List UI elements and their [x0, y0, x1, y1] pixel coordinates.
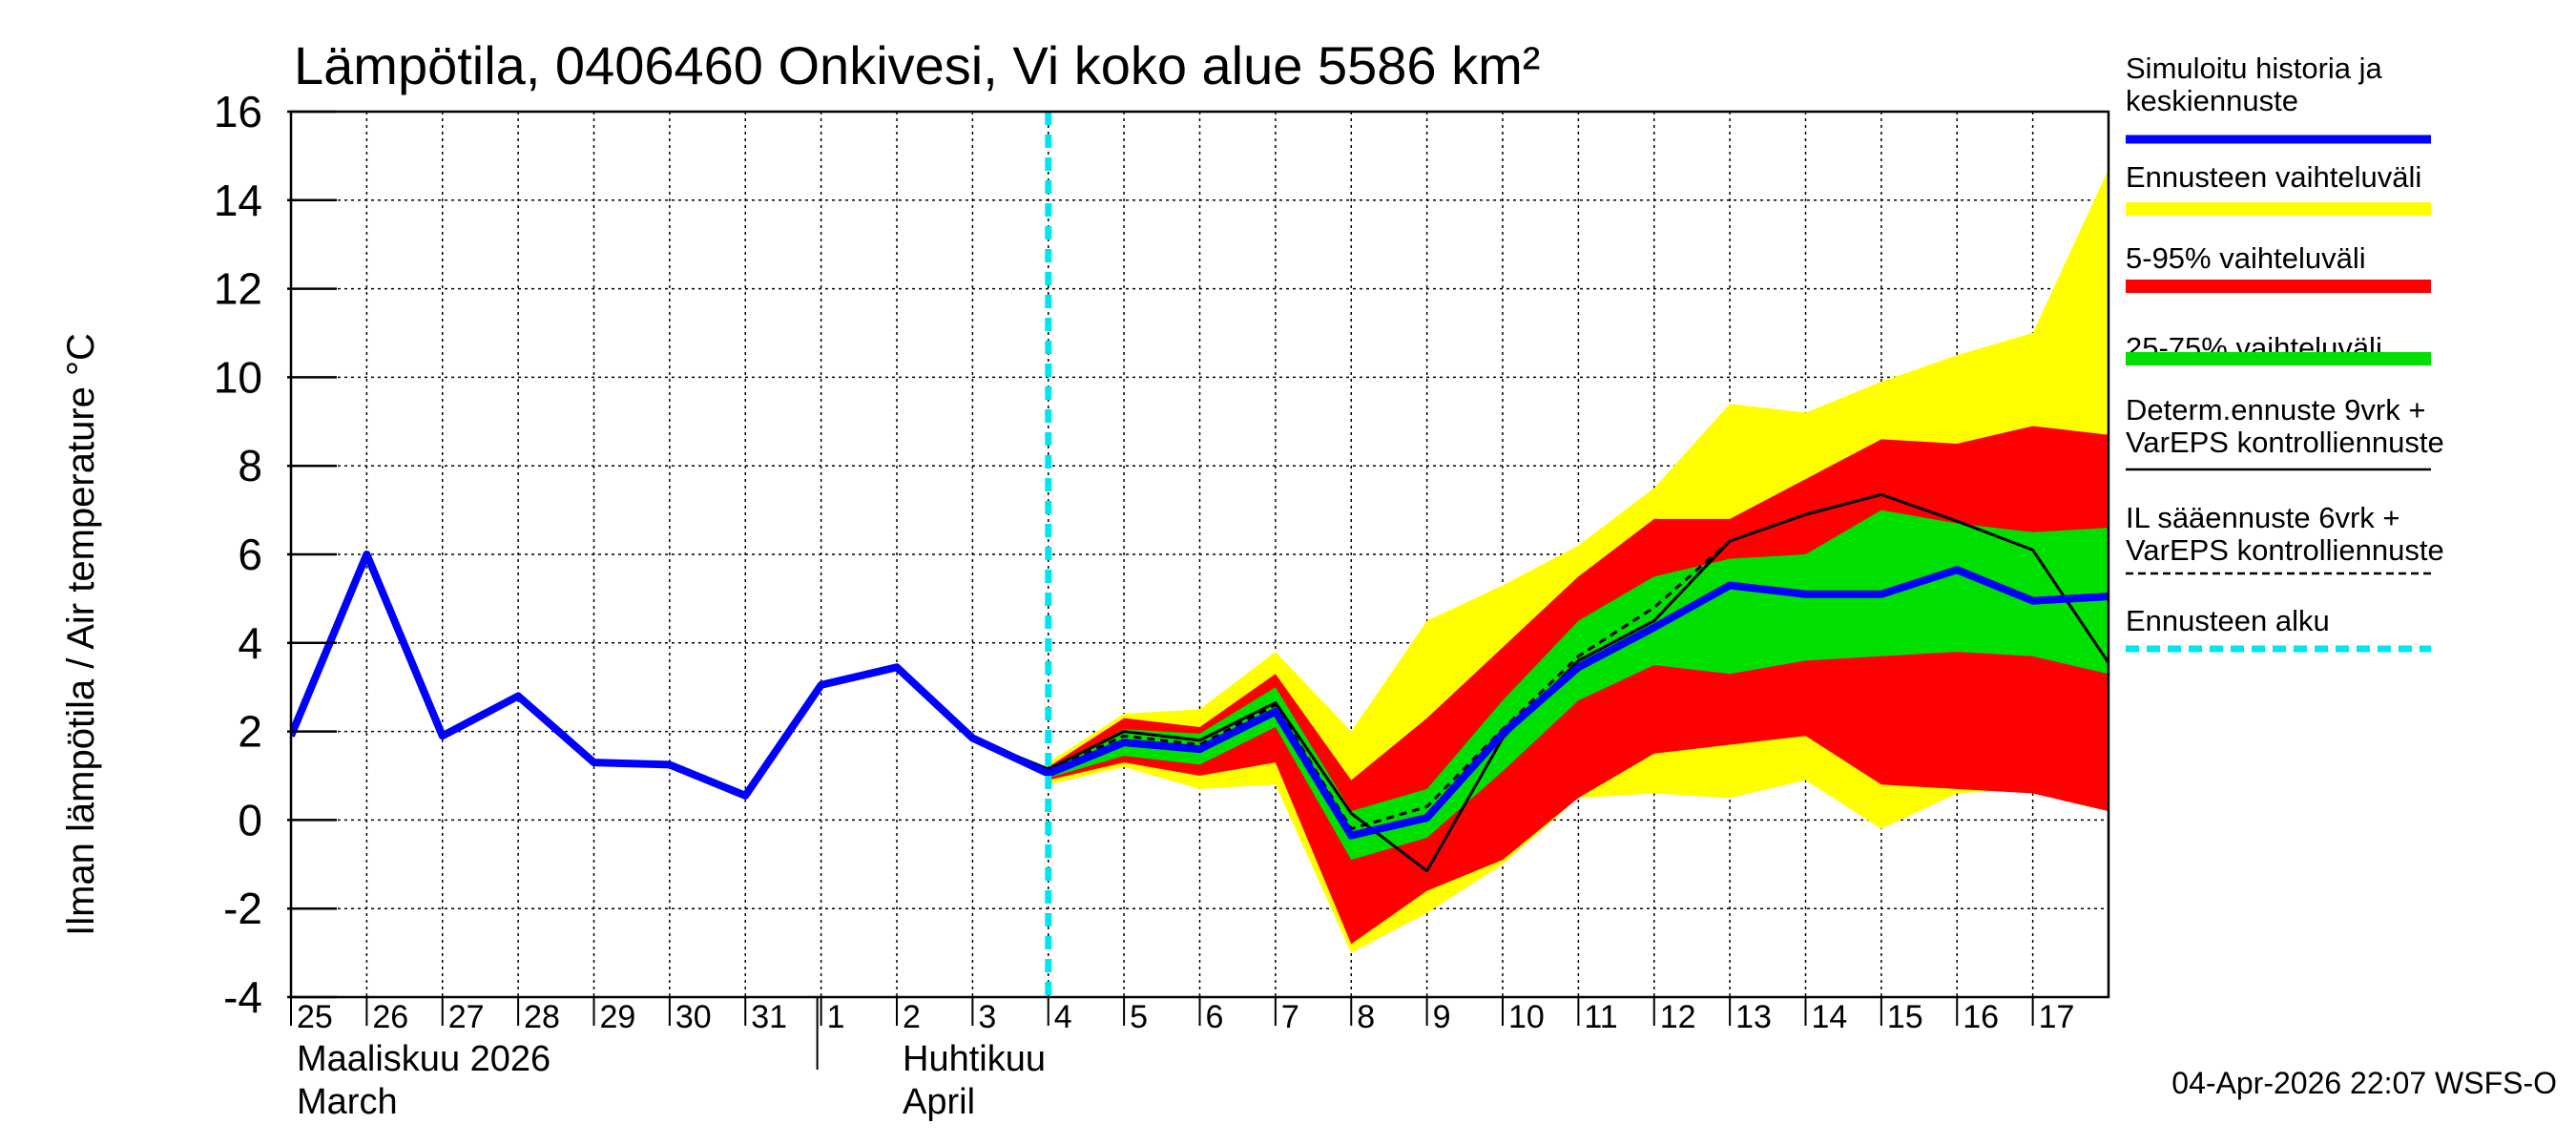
month-label: Maaliskuu 2026 [297, 1039, 551, 1079]
x-tick-label: 17 [2039, 999, 2075, 1035]
y-tick-label: 14 [214, 176, 262, 225]
month-label-en: March [297, 1082, 398, 1122]
y-tick-label: -2 [223, 884, 262, 933]
legend-label: 5-95% vaihteluväli [2126, 241, 2366, 275]
legend-label: IL sääennuste 6vrk + [2126, 501, 2400, 534]
x-tick-label: 3 [978, 999, 996, 1035]
y-tick-label: 4 [238, 618, 262, 668]
legend-label: Determ.ennuste 9vrk + [2126, 393, 2425, 427]
x-tick-label: 26 [372, 999, 408, 1035]
il-forecast-line [1048, 539, 1732, 831]
x-tick-label: 28 [524, 999, 560, 1035]
x-tick-label: 9 [1433, 999, 1451, 1035]
y-tick-label: 6 [238, 530, 262, 579]
legend-label: VarEPS kontrolliennuste [2126, 426, 2444, 459]
x-tick-label: 8 [1357, 999, 1375, 1035]
x-tick-label: 27 [448, 999, 485, 1035]
x-tick-label: 5 [1130, 999, 1148, 1035]
mean-forecast-line [291, 551, 2109, 840]
x-tick-label: 16 [1963, 999, 1999, 1035]
y-tick-label: 16 [214, 87, 262, 136]
y-tick-label: 12 [214, 264, 262, 314]
x-tick-label: 7 [1281, 999, 1299, 1035]
y-tick-label: 8 [238, 441, 262, 490]
x-tick-label: 15 [1887, 999, 1923, 1035]
x-tick-label: 10 [1508, 999, 1545, 1035]
y-tick-label: 2 [238, 707, 262, 757]
chart-title: Lämpötila, 0406460 Onkivesi, Vi koko alu… [294, 35, 1540, 95]
y-axis-label: Ilman lämpötila / Air temperature °C [60, 333, 102, 936]
x-tick-label: 6 [1206, 999, 1224, 1035]
month-label: Huhtikuu [903, 1039, 1046, 1079]
footer-timestamp: 04-Apr-2026 22:07 WSFS-O [2171, 1066, 2557, 1100]
legend-label: Ennusteen vaihteluväli [2126, 160, 2421, 194]
x-tick-label: 12 [1660, 999, 1696, 1035]
x-tick-label: 25 [297, 999, 333, 1035]
x-tick-label: 4 [1054, 999, 1072, 1035]
month-label-en: April [903, 1082, 975, 1122]
x-tick-label: 1 [827, 999, 845, 1035]
legend-label: keskiennuste [2126, 84, 2298, 117]
legend-label: Simuloitu historia ja [2126, 52, 2383, 85]
y-tick-label: 0 [238, 795, 262, 844]
x-tick-label: 30 [675, 999, 712, 1035]
x-tick-label: 13 [1735, 999, 1772, 1035]
legend-label: Ennusteen alku [2126, 604, 2330, 637]
x-tick-label: 14 [1812, 999, 1848, 1035]
x-tick-label: 2 [903, 999, 921, 1035]
x-tick-label: 29 [600, 999, 636, 1035]
y-tick-label: -4 [223, 972, 262, 1022]
x-tick-label: 31 [751, 999, 787, 1035]
x-tick-label: 11 [1584, 999, 1617, 1035]
y-tick-label: 10 [214, 352, 262, 402]
legend-label: VarEPS kontrolliennuste [2126, 533, 2444, 567]
